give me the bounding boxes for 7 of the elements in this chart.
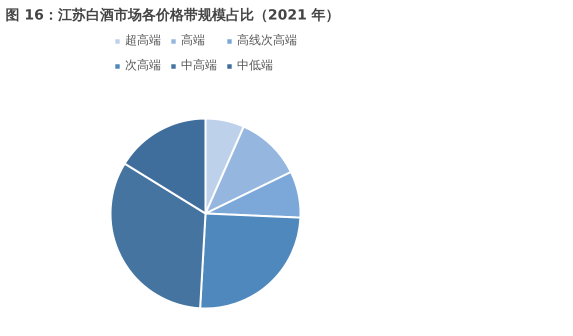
- legend-label: 中低端: [237, 57, 273, 74]
- legend-label: 次高端: [125, 57, 161, 74]
- legend-label: 中高端: [181, 57, 217, 74]
- legend-label: 高线次高端: [237, 32, 297, 49]
- legend-label: 超高端: [125, 32, 161, 49]
- legend-label: 高端: [181, 32, 205, 49]
- chart-title: 图 16：江苏白酒市场各价格带规模占比（2021 年）: [6, 6, 340, 24]
